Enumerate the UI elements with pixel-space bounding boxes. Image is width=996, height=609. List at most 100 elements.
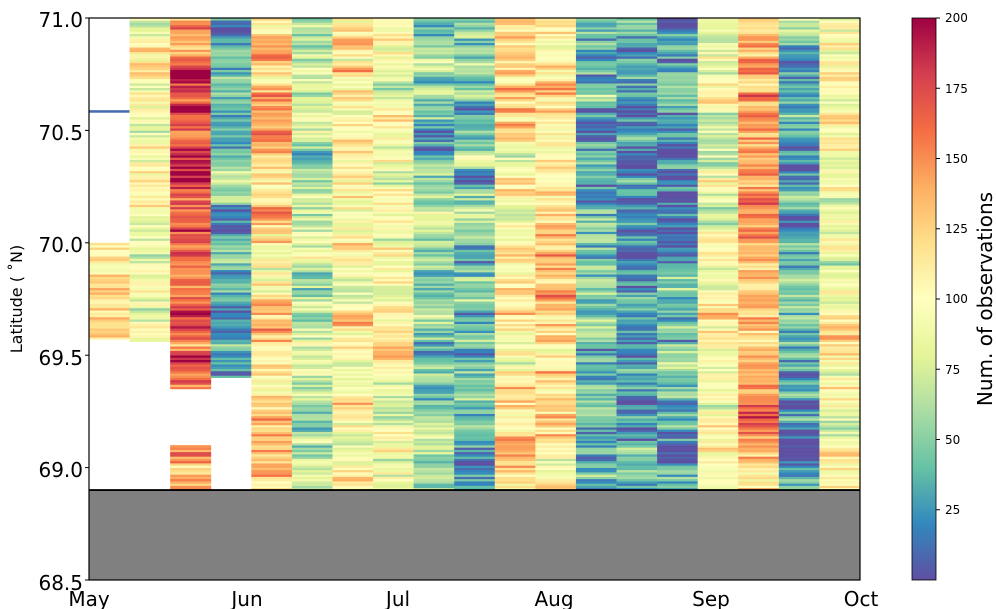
heatmap-cell bbox=[332, 319, 374, 322]
heatmap-cell bbox=[129, 29, 171, 32]
heatmap-cell bbox=[170, 292, 212, 295]
heatmap-cell bbox=[89, 254, 130, 257]
heatmap-cell bbox=[616, 341, 658, 345]
heatmap-cell bbox=[778, 469, 820, 473]
heatmap-cell bbox=[332, 299, 374, 302]
heatmap-cell bbox=[819, 449, 860, 453]
heatmap-cell bbox=[738, 121, 780, 124]
heatmap-cell bbox=[819, 92, 860, 95]
heatmap-cell bbox=[616, 292, 658, 295]
heatmap-cell bbox=[332, 220, 374, 223]
heatmap-cell bbox=[494, 307, 536, 311]
heatmap-cell bbox=[413, 130, 455, 133]
heatmap-cell bbox=[819, 132, 860, 136]
heatmap-cell bbox=[535, 96, 577, 100]
heatmap-cell bbox=[332, 74, 374, 77]
heatmap-cell bbox=[575, 258, 617, 262]
heatmap-cell bbox=[575, 303, 617, 307]
heatmap-cell bbox=[575, 310, 617, 313]
heatmap-cell bbox=[616, 89, 658, 93]
heatmap-cell bbox=[819, 148, 860, 151]
heatmap-cell bbox=[738, 382, 780, 385]
heatmap-cell bbox=[129, 285, 171, 289]
heatmap-cell bbox=[210, 204, 252, 208]
heatmap-cell bbox=[170, 303, 212, 307]
heatmap-cell bbox=[454, 105, 496, 109]
heatmap-cell bbox=[819, 424, 860, 428]
heatmap-cell bbox=[697, 463, 739, 466]
heatmap-cell bbox=[778, 395, 820, 399]
heatmap-cell bbox=[697, 424, 739, 428]
heatmap-cell bbox=[778, 411, 820, 414]
heatmap-cell bbox=[251, 31, 293, 35]
heatmap-cell bbox=[819, 454, 860, 457]
heatmap-cell bbox=[251, 359, 293, 363]
y-tick-label: 70.5 bbox=[38, 121, 83, 145]
heatmap-cell bbox=[332, 49, 374, 53]
heatmap-cell bbox=[413, 31, 455, 35]
heatmap-cell bbox=[251, 38, 293, 41]
heatmap-cell bbox=[291, 62, 333, 66]
heatmap-cell bbox=[332, 40, 374, 44]
heatmap-cell bbox=[738, 395, 780, 399]
heatmap-cell bbox=[778, 211, 820, 214]
heatmap-cell bbox=[494, 175, 536, 178]
heatmap-cell bbox=[210, 224, 252, 228]
heatmap-cell bbox=[616, 146, 658, 149]
heatmap-cell bbox=[575, 44, 617, 48]
heatmap-cell bbox=[738, 137, 780, 140]
heatmap-cell bbox=[535, 386, 577, 390]
heatmap-cell bbox=[413, 339, 455, 343]
heatmap-cell bbox=[535, 56, 577, 59]
heatmap-cell bbox=[454, 330, 496, 334]
heatmap-cell bbox=[129, 263, 171, 266]
heatmap-cell bbox=[778, 325, 820, 329]
heatmap-cell bbox=[129, 299, 171, 302]
heatmap-cell bbox=[291, 377, 333, 381]
heatmap-cell bbox=[778, 258, 820, 262]
heatmap-cell bbox=[251, 186, 293, 190]
heatmap-cell bbox=[657, 175, 699, 178]
heatmap-cell bbox=[697, 229, 739, 232]
heatmap-cell bbox=[535, 220, 577, 223]
heatmap-cell bbox=[332, 301, 374, 304]
heatmap-cell bbox=[616, 481, 658, 484]
heatmap-cell bbox=[454, 51, 496, 55]
heatmap-cell bbox=[657, 98, 699, 102]
heatmap-cell bbox=[819, 263, 860, 266]
heatmap-cell bbox=[170, 173, 212, 176]
heatmap-cell bbox=[332, 173, 374, 176]
heatmap-cell bbox=[413, 123, 455, 127]
heatmap-cell bbox=[413, 361, 455, 365]
heatmap-cell bbox=[657, 18, 699, 21]
heatmap-cell bbox=[332, 368, 374, 372]
heatmap-cell bbox=[738, 474, 780, 477]
heatmap-cell bbox=[494, 186, 536, 190]
heatmap-cell bbox=[616, 236, 658, 239]
heatmap-cell bbox=[535, 69, 577, 73]
heatmap-cell bbox=[413, 346, 455, 349]
heatmap-cell bbox=[535, 373, 577, 376]
heatmap-cell bbox=[738, 80, 780, 84]
heatmap-cell bbox=[819, 80, 860, 84]
heatmap-cell bbox=[332, 87, 374, 91]
heatmap-cell bbox=[616, 245, 658, 248]
heatmap-cell bbox=[291, 87, 333, 91]
heatmap-cell bbox=[291, 78, 333, 82]
heatmap-cell bbox=[778, 436, 820, 439]
heatmap-cell bbox=[657, 155, 699, 158]
heatmap-cell bbox=[535, 350, 577, 354]
heatmap-cell bbox=[210, 44, 252, 48]
heatmap-cell bbox=[454, 334, 496, 338]
heatmap-cell bbox=[170, 175, 212, 178]
heatmap-cell bbox=[170, 458, 212, 462]
heatmap-cell bbox=[657, 233, 699, 237]
heatmap-cell bbox=[575, 116, 617, 120]
heatmap-cell bbox=[332, 431, 374, 435]
heatmap-cell bbox=[413, 348, 455, 352]
heatmap-cell bbox=[819, 123, 860, 127]
heatmap-cell bbox=[413, 310, 455, 313]
heatmap-cell bbox=[210, 65, 252, 68]
heatmap-cell bbox=[210, 334, 252, 338]
